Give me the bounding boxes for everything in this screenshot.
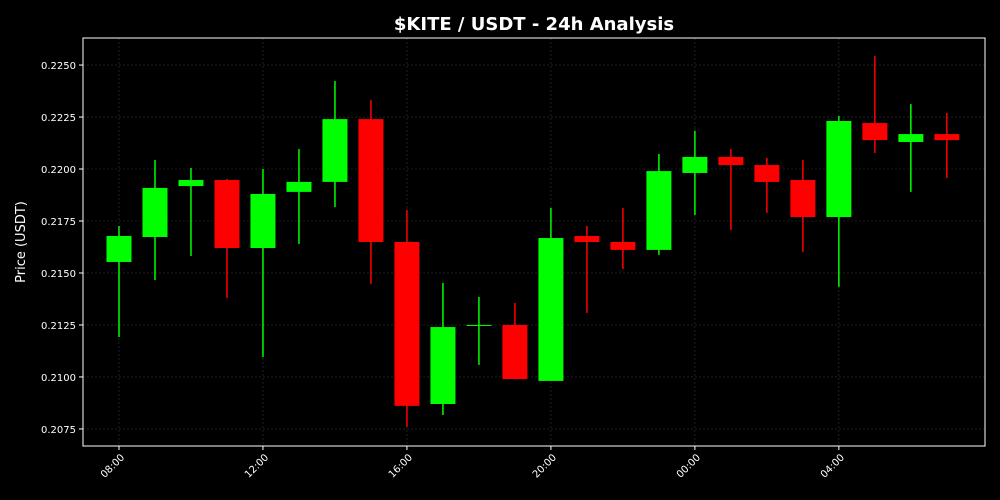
candle-body bbox=[358, 119, 384, 242]
y-tick-label: 0.2150 bbox=[41, 269, 76, 280]
y-tick-label: 0.2250 bbox=[41, 61, 76, 72]
chart-title: $KITE / USDT - 24h Analysis bbox=[394, 14, 674, 35]
y-tick-label: 0.2125 bbox=[41, 321, 76, 332]
y-tick-label: 0.2225 bbox=[41, 113, 76, 124]
candle-body bbox=[250, 193, 276, 249]
candle-body bbox=[934, 134, 960, 141]
candle-body bbox=[466, 324, 492, 326]
candle-body bbox=[610, 242, 636, 250]
candle-body bbox=[178, 180, 204, 187]
candle-body bbox=[862, 123, 888, 141]
candle-body bbox=[790, 180, 816, 218]
y-tick-label: 0.2200 bbox=[41, 165, 76, 176]
candle-body bbox=[538, 238, 564, 381]
y-tick-label: 0.2075 bbox=[41, 425, 76, 436]
candle-body bbox=[394, 242, 420, 406]
plot-frame bbox=[82, 37, 986, 447]
candle-body bbox=[430, 327, 456, 404]
candle-body bbox=[142, 187, 168, 238]
candle-body bbox=[574, 235, 600, 242]
candle-body bbox=[214, 180, 240, 249]
candle-body bbox=[286, 181, 312, 192]
candle-body bbox=[322, 119, 348, 182]
y-tick-label: 0.2100 bbox=[41, 373, 76, 384]
y-axis-label: Price (USDT) bbox=[14, 201, 29, 283]
candle-body bbox=[682, 156, 708, 173]
candle-body bbox=[754, 165, 780, 182]
y-tick-label: 0.2175 bbox=[41, 217, 76, 228]
candle-body bbox=[898, 134, 924, 142]
candle-body bbox=[106, 235, 132, 262]
candle-body bbox=[718, 156, 744, 166]
candle-body bbox=[502, 324, 528, 380]
candle-body bbox=[646, 171, 672, 250]
candle-body bbox=[826, 120, 852, 218]
